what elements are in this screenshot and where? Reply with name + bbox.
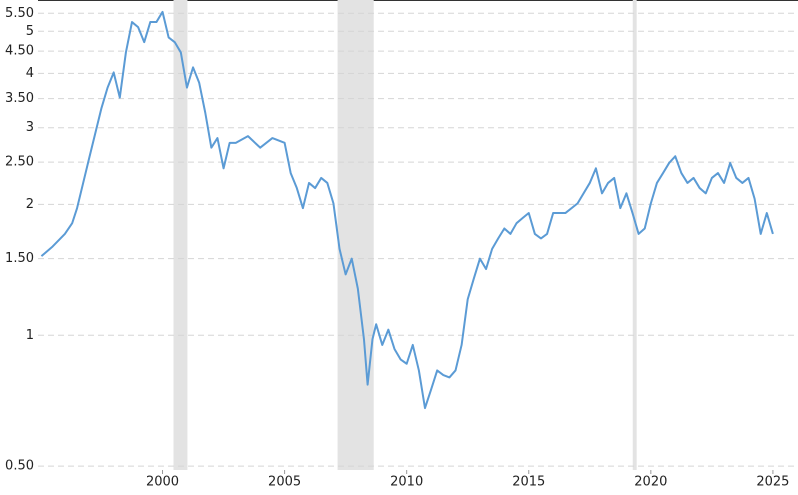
y-tick-label: 5.50 [5, 6, 34, 21]
x-tick-label: 2020 [634, 475, 667, 490]
y-tick-label: 1.50 [5, 251, 34, 266]
shaded-region [632, 0, 637, 470]
y-tick-label: 2 [26, 197, 34, 212]
x-tick-label: 2000 [146, 475, 179, 490]
x-tick-label: 2025 [756, 475, 789, 490]
x-tick-label: 2010 [390, 475, 423, 490]
x-tick-label: 2015 [512, 475, 545, 490]
y-tick-label: 1 [26, 328, 34, 343]
data-line [40, 10, 774, 410]
y-tick-label: 4.50 [5, 44, 34, 59]
y-tick-label: 5 [26, 24, 34, 39]
y-tick-label: 3.50 [5, 91, 34, 106]
y-tick-label: 4 [26, 66, 34, 81]
shaded-region [173, 0, 188, 470]
x-tick-label: 2005 [268, 475, 301, 490]
y-tick-label: 3 [26, 120, 34, 135]
y-tick-label: 0.50 [5, 459, 34, 474]
y-tick-label: 2.50 [5, 155, 34, 170]
shaded-region [337, 0, 374, 470]
